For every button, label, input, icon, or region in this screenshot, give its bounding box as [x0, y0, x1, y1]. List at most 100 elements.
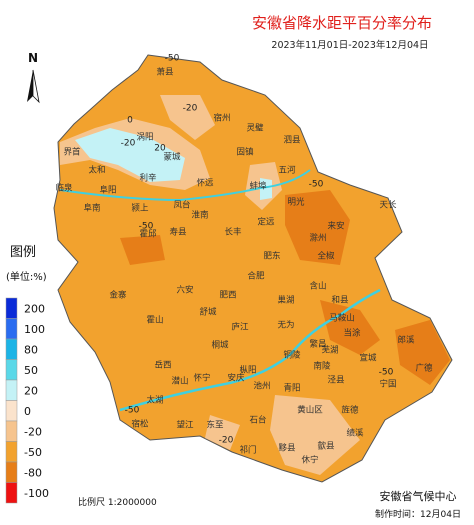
legend-swatch [5, 338, 18, 360]
region-dry [395, 320, 450, 385]
place-label: 颍上 [131, 204, 149, 214]
north-label: N [28, 51, 38, 65]
legend-swatch [5, 359, 18, 381]
place-label: 天长 [379, 200, 397, 211]
contour-label: 20 [154, 144, 166, 154]
place-label: 宣城 [359, 353, 377, 364]
place-label: 铜陵 [283, 350, 301, 361]
yangtze-river [119, 288, 381, 412]
place-label: 涡阳 [136, 132, 153, 143]
place-label: 旌德 [341, 405, 359, 416]
footer-date: 制作时间：12月04日 [375, 508, 461, 520]
place-label: 广德 [415, 363, 433, 374]
place-label: 蒙城 [163, 152, 181, 163]
place-label: 凤台 [173, 200, 190, 211]
region-light [270, 395, 360, 475]
contour-label: -50 [379, 368, 394, 378]
region-dry [285, 190, 350, 265]
title: 安徽省降水距平百分率分布 [252, 14, 432, 32]
place-label: 太和 [88, 165, 105, 176]
contour-label: -20 [121, 139, 136, 149]
legend-label: 20 [24, 384, 38, 397]
legend-swatch [5, 400, 18, 422]
legend-label: 200 [24, 302, 45, 315]
place-label: 宁国 [379, 379, 396, 390]
place-label: 灵璧 [246, 123, 264, 134]
place-label: 望江 [176, 420, 194, 431]
place-label: 池州 [253, 381, 270, 392]
place-label: 南陵 [313, 361, 331, 372]
contour-label: -50 [309, 180, 324, 190]
place-label: 阜阳 [99, 185, 116, 196]
legend-label: 50 [24, 364, 38, 377]
place-label: 来安 [327, 221, 344, 232]
footer-org: 安徽省气候中心 [380, 489, 457, 503]
legend-swatch [5, 318, 18, 340]
place-label: 郎溪 [397, 335, 415, 346]
subtitle: 2023年11月01日-2023年12月04日 [271, 39, 428, 51]
place-label: 肥西 [219, 291, 236, 301]
place-label: 合肥 [247, 271, 265, 282]
place-label: 泗县 [283, 136, 301, 146]
place-label: 黄山区 [297, 405, 323, 416]
place-label: 黟县 [278, 443, 296, 454]
place-label: 六安 [176, 285, 193, 296]
legend-label: 100 [24, 323, 45, 336]
place-label: 阜南 [83, 203, 100, 214]
place-label: 舒城 [199, 307, 217, 318]
place-label: 东至 [206, 420, 224, 431]
contour-label: -50 [125, 406, 140, 416]
place-label: 滁州 [309, 233, 326, 244]
contour-label: -20 [183, 104, 198, 114]
place-label: 霍邱 [139, 230, 157, 240]
place-label: 霍山 [146, 315, 163, 326]
place-label: 当涂 [343, 328, 361, 339]
legend-title: 图例 [10, 245, 36, 260]
place-label: 固镇 [236, 147, 254, 158]
north-arrow [27, 70, 33, 102]
legend-label: 0 [24, 405, 31, 418]
region-wet [260, 178, 272, 200]
region-light [205, 415, 240, 450]
contour-label: -50 [165, 54, 180, 64]
place-label: 肥东 [263, 251, 280, 262]
place-label: 长丰 [224, 227, 242, 238]
place-label: 怀远 [196, 178, 214, 189]
map [53, 54, 453, 483]
legend-swatch [5, 441, 18, 463]
place-label: 芜湖 [321, 345, 338, 356]
contour-label: -50 [139, 222, 154, 232]
place-label: 界首 [63, 147, 81, 158]
place-label: 怀宁 [193, 373, 210, 384]
place-label: 巢湖 [277, 295, 294, 306]
place-label: 祁门 [239, 445, 256, 456]
legend-swatch [5, 420, 18, 442]
huai-river [59, 169, 311, 202]
scale: 比例尺 1:2000000 [78, 496, 157, 508]
legend-swatch [5, 297, 18, 319]
place-label: 歙县 [317, 441, 335, 452]
place-label: 明光 [287, 197, 305, 208]
place-label: 无为 [277, 320, 294, 331]
place-label: 岳西 [154, 360, 171, 371]
contour-label: -20 [219, 436, 234, 446]
place-label: 寿县 [169, 227, 187, 238]
legend-label: -50 [24, 446, 42, 459]
place-label: 宿松 [131, 419, 149, 430]
place-label: 石台 [249, 415, 266, 426]
place-label: 庐江 [231, 322, 249, 333]
legend-swatch [5, 482, 18, 504]
place-label: 潜山 [171, 376, 188, 387]
legend-label: 80 [24, 343, 38, 356]
place-label: 含山 [309, 281, 326, 292]
place-label: 太湖 [146, 395, 163, 406]
legend-label: -100 [24, 487, 49, 500]
place-label: 和县 [331, 296, 349, 306]
place-label: 萧县 [156, 67, 174, 78]
region-dry [320, 300, 380, 355]
place-label: 宿州 [213, 113, 230, 124]
place-label: 繁昌 [309, 339, 326, 350]
